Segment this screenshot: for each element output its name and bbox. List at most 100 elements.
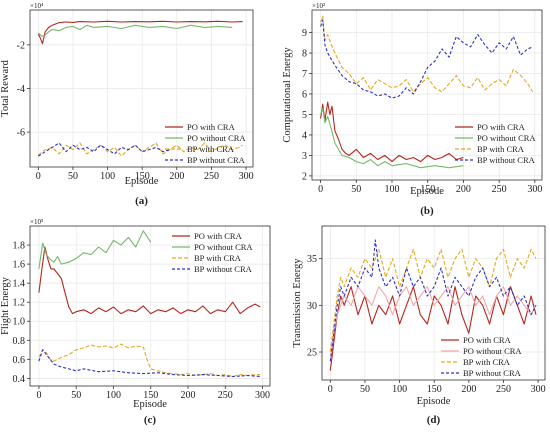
legend-label: BP without CRA [463,368,522,378]
legend-label: BP without CRA [477,155,536,165]
legend-label: BP with CRA [194,253,242,263]
y-tick-label: 8 [302,49,307,60]
y-tick-label: -4 [17,84,25,95]
y-tick-label: 0.8 [13,336,26,347]
series-line-bp-without-cra [38,349,261,378]
x-tick-label: 300 [239,171,254,182]
x-tick-label: 250 [492,184,507,195]
series-line-po-without-cra [37,24,233,37]
y-tick-label: 30 [307,301,317,312]
x-tick-label: 150 [420,184,435,195]
legend-label: PO without CRA [187,133,246,143]
y-axis-label: Transmission Energy [292,258,303,348]
y-tick-label: 3 [302,151,307,162]
legend-label: PO without CRA [463,346,522,356]
x-tick-label: 100 [385,184,400,195]
y-tick-label: 9 [302,28,307,39]
panel-label: (b) [420,205,434,217]
x-axis-label: Episode [417,396,451,407]
series-line-po-without-cra [38,230,152,269]
x-tick-label: 150 [135,171,150,182]
y-tick-label: 25 [307,348,317,359]
x-tick-label: 250 [496,384,511,395]
x-tick-label: 0 [36,390,41,401]
panel-label: (c) [144,414,157,426]
x-tick-label: 150 [427,384,442,395]
chart-panel-a: 0 50 100 150 200 250 300 -2 -4 -6 ×10⁴ Episode Total… [0,2,254,207]
series-line-po-with-cra [329,286,537,371]
x-tick-label: 200 [181,390,196,401]
x-tick-label: 50 [360,384,370,395]
series-line-po-without-cra [320,107,464,169]
y-tick-label: 6 [302,89,307,100]
series-line-bp-without-cra [38,142,171,157]
y-tick-label: -6 [17,128,25,139]
series-line-bp-with-cra [37,142,243,157]
y-tick-label: 0.4 [13,374,26,385]
y-tick-label: 1.4 [13,279,26,290]
legend-label: PO without CRA [477,133,536,143]
axis-exponent: ×10² [312,2,325,10]
x-axis-label: Episode [410,186,444,197]
x-tick-label: 50 [68,171,78,182]
y-tick-label: 1.0 [13,317,26,328]
legend-label: BP without CRA [187,155,246,165]
y-tick-label: 4 [302,130,307,141]
x-tick-label: 100 [106,390,121,401]
chart-panel-b: 0 50 100 150 200 250 300 2 3 4 5 6 7 8 9 ×10² Episode Com… [282,2,543,217]
series-line-po-with-cra [38,246,261,315]
series-line-bp-without-cra [320,19,533,99]
x-tick-label: 150 [143,390,158,401]
y-tick-label: 2 [302,171,307,182]
axes-frame [29,225,271,387]
chart-panel-d: 0 50 100 150 200 250 300 25 30 35 Episode Transmiss… [292,225,546,426]
panel-label: (a) [135,195,148,207]
series-line-bp-with-cra [38,343,261,378]
x-tick-label: 200 [169,171,184,182]
y-tick-label: 1.6 [13,260,26,271]
legend-label: BP with CRA [187,144,235,154]
axes-frame [321,225,546,381]
legend-label: BP with CRA [463,357,511,367]
x-axis-label: Episode [125,176,159,187]
series-line-po-with-cra [320,101,464,163]
x-tick-label: 200 [456,184,471,195]
series-line-bp-without-cra [329,239,537,362]
legend-label: BP without CRA [194,264,253,274]
x-tick-label: 100 [100,171,115,182]
x-tick-label: 250 [218,390,233,401]
series-line-bp-with-cra [320,15,534,93]
x-tick-label: 300 [255,390,270,401]
x-axis-label: Episode [133,399,167,410]
legend-label: PO with CRA [463,335,512,345]
y-tick-label: 1.8 [13,241,26,252]
panel-label: (d) [427,414,441,426]
y-axis-label: Computational Energy [282,47,293,143]
y-tick-label: 35 [307,254,317,265]
y-axis-label: Flight Energy [0,276,11,335]
axes-frame [311,9,543,181]
legend-label: PO with CRA [194,231,243,241]
y-axis-label: Total Reward [0,59,11,116]
x-tick-label: 0 [318,184,323,195]
x-tick-label: 300 [527,184,542,195]
series-line-po-with-cra [37,20,243,45]
y-tick-label: 0.6 [13,355,26,366]
y-tick-label: 5 [302,110,307,121]
x-tick-label: 250 [204,171,219,182]
x-tick-label: 100 [392,384,407,395]
legend-label: PO with CRA [477,122,526,132]
y-tick-label: 1.2 [13,298,26,309]
x-tick-label: 0 [36,171,41,182]
x-tick-label: 300 [531,384,546,395]
x-tick-label: 50 [71,390,81,401]
legend-label: PO without CRA [194,242,253,252]
y-tick-label: 7 [302,69,307,80]
x-tick-label: 50 [351,184,361,195]
legend-label: PO with CRA [187,122,236,132]
x-tick-label: 200 [461,384,476,395]
y-tick-label: -2 [17,40,25,51]
axis-exponent: ×10⁵ [30,218,44,226]
chart-panel-c: 0 50 100 150 200 250 300 0.4 0.6 0.8 1.0 1.2 1.4 1.6 1… [0,218,271,426]
